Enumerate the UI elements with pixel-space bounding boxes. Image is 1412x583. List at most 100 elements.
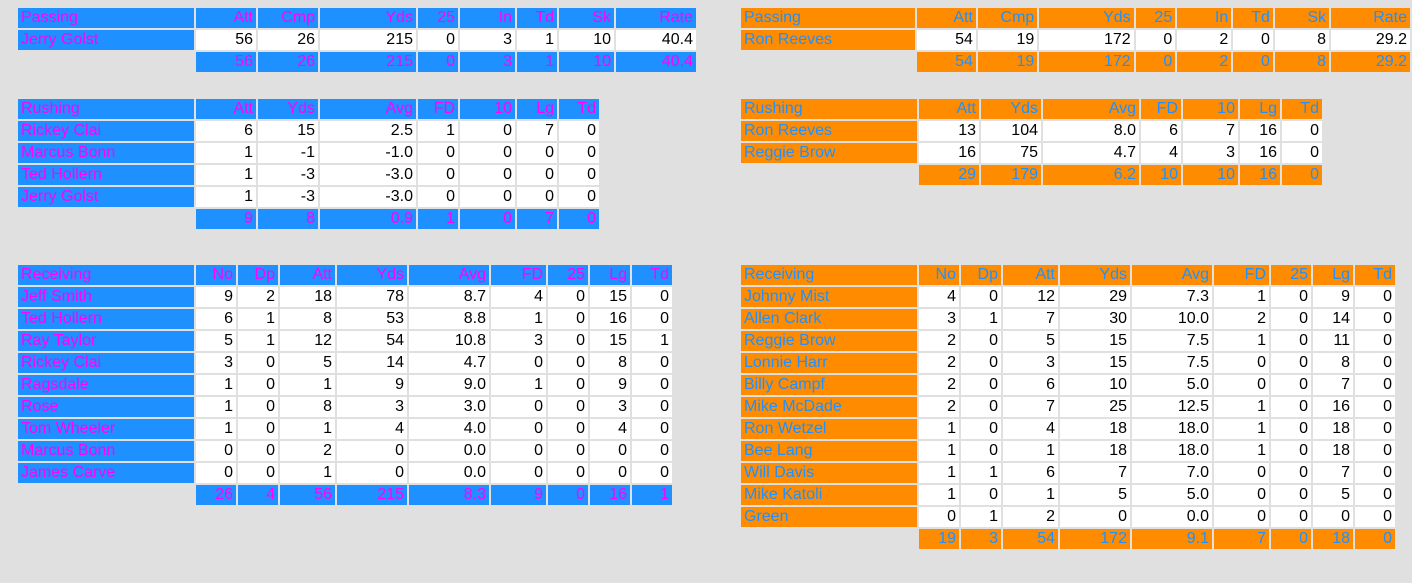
stat-value: 0	[961, 397, 1001, 417]
player-name: Jerry Golst	[18, 187, 194, 207]
column-header: Avg	[409, 265, 489, 285]
stat-value: 0	[1355, 287, 1395, 307]
stat-value: 104	[981, 121, 1041, 141]
stat-value: 3.0	[409, 397, 489, 417]
stat-value: 12.5	[1132, 397, 1212, 417]
table-row: Will Davis 1 1 6 7 7.0 0 0 7 0	[741, 463, 1395, 483]
stat-value: 6	[196, 121, 256, 141]
stat-value: 0	[548, 441, 588, 461]
column-header: Td	[517, 8, 557, 28]
stat-value: 4	[337, 419, 407, 439]
stat-value: 2	[919, 375, 959, 395]
stat-value: 0	[1233, 30, 1273, 50]
stat-value: 0	[1214, 353, 1269, 373]
stat-value: 0	[632, 441, 672, 461]
stat-value: 2.5	[320, 121, 416, 141]
total-value: 0	[418, 52, 458, 72]
stat-value: 0	[460, 165, 515, 185]
stat-value: 1	[280, 375, 335, 395]
total-value: 0	[548, 485, 588, 505]
stat-value: 0	[1282, 143, 1322, 163]
stat-value: 1	[1214, 331, 1269, 351]
stat-value: 6	[1003, 463, 1058, 483]
total-value: 8	[258, 209, 318, 229]
stat-value: 0.0	[409, 441, 489, 461]
column-header: Rate	[616, 8, 696, 28]
total-value: 10	[1141, 165, 1181, 185]
total-value: 26	[258, 52, 318, 72]
table-row: Bee Lang 1 0 1 18 18.0 1 0 18 0	[741, 441, 1395, 461]
totals-spacer	[741, 165, 917, 185]
stat-value: 0	[632, 309, 672, 329]
player-name: Rickey Clai	[18, 121, 194, 141]
stat-value: 54	[916, 30, 976, 50]
stat-value: 0	[1355, 463, 1395, 483]
stat-value: 1	[280, 463, 335, 483]
table-row: Ron Reeves 13 104 8.0 6 7 16 0	[741, 121, 1322, 141]
total-value: 54	[1003, 529, 1058, 549]
stat-value: 7	[1003, 309, 1058, 329]
stat-value: 15	[1060, 331, 1130, 351]
stat-value: 4.0	[409, 419, 489, 439]
column-header: Yds	[981, 99, 1041, 119]
stat-value: 5.0	[1132, 485, 1212, 505]
stat-value: 9	[1313, 287, 1353, 307]
totals-spacer	[18, 485, 194, 505]
total-value: 9	[491, 485, 546, 505]
stat-value: 0	[632, 287, 672, 307]
column-header: FD	[1214, 265, 1269, 285]
stat-value: 25	[1060, 397, 1130, 417]
stat-value: -1.0	[320, 143, 416, 163]
player-name: Allen Clark	[741, 309, 917, 329]
stat-value: 14	[1313, 309, 1353, 329]
stat-value: 4	[491, 287, 546, 307]
stat-value: 7	[517, 121, 557, 141]
stat-value: 0	[548, 331, 588, 351]
stat-value: 26	[258, 30, 318, 50]
stat-value: 0	[418, 187, 458, 207]
stat-value: 1	[1214, 397, 1269, 417]
stat-value: 0	[238, 441, 278, 461]
stat-value: 172	[1039, 30, 1134, 50]
column-header: Lg	[590, 265, 630, 285]
table-row: Tom Wheeler 1 0 1 4 4.0 0 0 4 0	[18, 419, 672, 439]
stat-value: 5	[1003, 331, 1058, 351]
section-title: Rushing	[741, 99, 917, 119]
stat-value: 0	[1355, 375, 1395, 395]
column-header: 25	[418, 8, 458, 28]
stat-value: 4.7	[1043, 143, 1139, 163]
total-value: 8.3	[409, 485, 489, 505]
player-name: Rickey Clai	[18, 353, 194, 373]
stat-value: 0	[238, 397, 278, 417]
total-value: 10	[1183, 165, 1238, 185]
stat-value: 0	[1282, 121, 1322, 141]
stat-value: 3	[491, 331, 546, 351]
stat-value: 14	[337, 353, 407, 373]
table-row: Jerry Golst 56 26 215 0 3 1 10 40.4	[18, 30, 696, 50]
stat-value: 8	[1313, 353, 1353, 373]
stat-value: 0	[961, 331, 1001, 351]
stat-value: 0	[1355, 331, 1395, 351]
stat-value: 215	[320, 30, 416, 50]
player-name: Johnny Mist	[741, 287, 917, 307]
stat-value: 0	[491, 397, 546, 417]
stat-value: 0	[1271, 397, 1311, 417]
stat-value: 18	[1313, 419, 1353, 439]
right-rushing-table: Rushing Att Yds Avg FD 10 Lg Td Ron Reeves 13 104 8…	[739, 97, 1324, 187]
total-value: 19	[919, 529, 959, 549]
player-name: Ron Reeves	[741, 121, 917, 141]
stat-value: 0	[1214, 463, 1269, 483]
stat-value: 18	[280, 287, 335, 307]
player-name: Ted Hollern	[18, 165, 194, 185]
stat-value: -3.0	[320, 187, 416, 207]
stat-value: 9	[337, 375, 407, 395]
stat-value: 8.7	[409, 287, 489, 307]
table-row: Rickey Clai 6 15 2.5 1 0 7 0	[18, 121, 599, 141]
table-row: Ray Taylor 5 1 12 54 10.8 3 0 15 1	[18, 331, 672, 351]
stat-value: 16	[1240, 143, 1280, 163]
stat-value: 1	[961, 507, 1001, 527]
table-row: Billy Campf 2 0 6 10 5.0 0 0 7 0	[741, 375, 1395, 395]
column-header: Att	[1003, 265, 1058, 285]
stat-value: 3	[196, 353, 236, 373]
column-header: Td	[1233, 8, 1273, 28]
